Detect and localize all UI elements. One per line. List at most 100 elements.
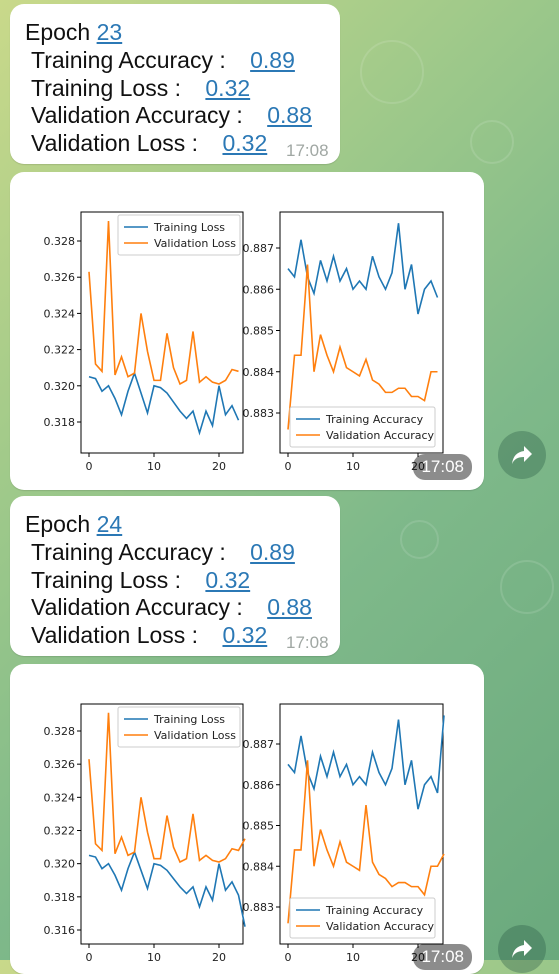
y-tick-label: 0.322 <box>44 825 76 838</box>
x-tick-label: 10 <box>346 460 360 473</box>
validation-accuracy-line: Validation Accuracy : 0.88 <box>31 101 312 129</box>
series-line-training <box>287 715 445 810</box>
y-tick-label: 0.324 <box>44 307 76 320</box>
x-tick-label: 20 <box>212 951 226 964</box>
legend-box <box>117 214 241 256</box>
epoch-line: Epoch 23 <box>25 18 122 46</box>
share-arrow-icon <box>512 446 532 464</box>
y-tick-label: 0.886 <box>243 283 275 296</box>
y-tick-label: 0.884 <box>243 860 275 873</box>
y-tick-label: 0.887 <box>243 242 275 255</box>
training-loss-value[interactable]: 0.32 <box>205 567 251 593</box>
training-charts-image: 0.318 0.320 0.322 0.324 0.326 0.328 0 10 20 Train… <box>44 211 444 473</box>
training-loss-label: Training Loss : <box>31 75 181 101</box>
validation-loss-value[interactable]: 0.32 <box>222 130 268 156</box>
y-tick-label: 0.318 <box>44 416 76 429</box>
message-time: 17:08 <box>286 633 329 652</box>
legend-label: Validation Loss <box>154 237 236 250</box>
epoch-label: Epoch <box>25 19 91 45</box>
series-line-validation <box>287 760 445 924</box>
background-doodle <box>360 40 424 104</box>
x-tick-label: 0 <box>86 460 93 473</box>
y-tick-label: 0.886 <box>243 779 275 792</box>
validation-loss-line: Validation Loss : 0.32 <box>31 129 267 157</box>
y-tick-label: 0.328 <box>44 235 76 248</box>
message-time: 17:08 <box>286 141 329 160</box>
validation-accuracy-value[interactable]: 0.88 <box>267 594 312 620</box>
image-time: 17:08 <box>413 944 472 970</box>
series-line-validation <box>287 264 438 430</box>
plot-frame <box>80 703 244 945</box>
validation-accuracy-line: Validation Accuracy : 0.88 <box>31 593 312 621</box>
training-accuracy-value[interactable]: 0.89 <box>250 539 295 565</box>
y-tick-label: 0.320 <box>44 858 76 871</box>
loss-chart: 0.318 0.320 0.322 0.324 0.326 0.328 0 10 20 Train… <box>44 211 244 473</box>
validation-loss-line: Validation Loss : 0.32 <box>31 621 267 649</box>
validation-accuracy-label: Validation Accuracy : <box>31 102 243 128</box>
message-bubble: Epoch 24 Training Accuracy : 0.89 Traini… <box>10 496 340 656</box>
epoch-line: Epoch 24 <box>25 510 122 538</box>
background-doodle <box>400 520 439 559</box>
validation-accuracy-label: Validation Accuracy : <box>31 594 243 620</box>
y-tick-label: 0.326 <box>44 758 76 771</box>
training-accuracy-label: Training Accuracy : <box>31 47 226 73</box>
series-line-validation <box>88 712 246 864</box>
image-time: 17:08 <box>413 454 472 480</box>
loss-chart: 0.316 0.318 0.320 0.322 0.324 0.326 0.328 0 10 20… <box>44 703 246 964</box>
validation-accuracy-value[interactable]: 0.88 <box>267 102 312 128</box>
plot-frame <box>279 703 444 945</box>
background-doodle <box>470 120 514 164</box>
training-accuracy-label: Training Accuracy : <box>31 539 226 565</box>
y-tick-label: 0.322 <box>44 344 76 357</box>
series-line-training <box>88 849 246 927</box>
legend-label: Validation Loss <box>154 729 236 742</box>
y-tick-label: 0.887 <box>243 738 275 751</box>
x-tick-label: 20 <box>212 460 226 473</box>
y-tick-label: 0.328 <box>44 725 76 738</box>
training-accuracy-value[interactable]: 0.89 <box>250 47 295 73</box>
legend-label: Training Loss <box>153 221 225 234</box>
training-loss-line: Training Loss : 0.32 <box>31 74 250 102</box>
y-tick-label: 0.316 <box>44 924 76 937</box>
legend-box <box>289 897 436 939</box>
x-tick-label: 10 <box>346 951 360 964</box>
legend-label: Training Loss <box>153 713 225 726</box>
y-tick-label: 0.318 <box>44 891 76 904</box>
legend-label: Validation Accuracy <box>326 920 435 933</box>
x-tick-label: 0 <box>285 951 292 964</box>
x-tick-label: 0 <box>86 951 93 964</box>
y-tick-label: 0.326 <box>44 271 76 284</box>
share-button[interactable] <box>498 925 546 973</box>
series-line-training <box>287 223 439 315</box>
training-loss-value[interactable]: 0.32 <box>205 75 251 101</box>
plot-frame <box>279 211 444 454</box>
y-tick-label: 0.885 <box>243 325 275 338</box>
validation-loss-value[interactable]: 0.32 <box>222 622 268 648</box>
image-message[interactable]: 0.316 0.318 0.320 0.322 0.324 0.326 0.328 0 10 20… <box>10 664 484 974</box>
y-tick-label: 0.883 <box>243 901 275 914</box>
training-accuracy-line: Training Accuracy : 0.89 <box>31 46 295 74</box>
training-loss-label: Training Loss : <box>31 567 181 593</box>
epoch-number-link[interactable]: 23 <box>96 19 123 45</box>
y-tick-label: 0.883 <box>243 407 275 420</box>
legend-box <box>117 706 241 748</box>
share-arrow-icon <box>512 940 532 958</box>
epoch-label: Epoch <box>25 511 91 537</box>
training-charts-image: 0.316 0.318 0.320 0.322 0.324 0.326 0.328 0 10 20… <box>44 703 445 964</box>
y-tick-label: 0.885 <box>243 820 275 833</box>
training-loss-line: Training Loss : 0.32 <box>31 566 250 594</box>
series-line-training <box>88 370 240 436</box>
share-button[interactable] <box>498 431 546 479</box>
x-tick-label: 20 <box>411 460 425 473</box>
image-message[interactable]: 0.318 0.320 0.322 0.324 0.326 0.328 0 10 20 Train… <box>10 172 484 490</box>
legend-label: Training Accuracy <box>325 413 424 426</box>
epoch-number-link[interactable]: 24 <box>96 511 123 537</box>
message-bubble: Epoch 23 Training Accuracy : 0.89 Traini… <box>10 4 340 164</box>
plot-frame <box>80 211 244 454</box>
y-tick-label: 0.320 <box>44 380 76 393</box>
y-tick-label: 0.884 <box>243 366 275 379</box>
legend-box <box>289 406 436 448</box>
background-doodle <box>500 560 554 614</box>
